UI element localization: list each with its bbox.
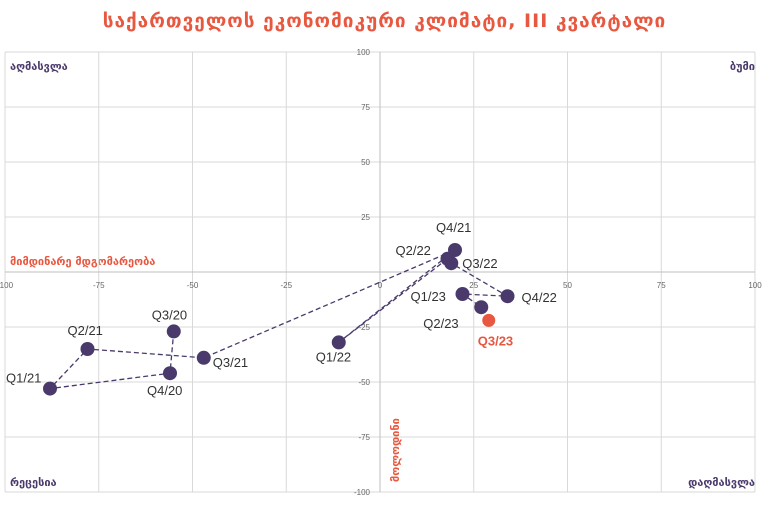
data-label: Q2/21 <box>68 323 103 338</box>
x-tick-label: 50 <box>563 281 572 290</box>
data-label: Q3/20 <box>152 307 187 322</box>
x-tick-label: -75 <box>93 281 105 290</box>
data-point <box>474 300 489 315</box>
data-point <box>448 243 462 257</box>
x-tick-label: 25 <box>469 281 478 290</box>
data-label: Q1/23 <box>411 289 446 304</box>
x-tick-label: -100 <box>0 281 14 290</box>
x-axis-label: მიმდინარე მდგომარეობა <box>10 255 156 268</box>
data-point <box>331 335 346 350</box>
data-point <box>500 289 515 304</box>
data-label: Q2/22 <box>396 243 431 258</box>
x-tick-label: 100 <box>748 281 762 290</box>
data-point <box>455 287 470 301</box>
y-tick-label: 50 <box>361 158 370 167</box>
data-point <box>163 366 177 381</box>
quadrant-label-top-left: აღმასვლა <box>10 60 68 73</box>
data-label: Q1/21 <box>6 371 41 386</box>
data-label: Q2/23 <box>423 316 458 331</box>
data-point <box>80 342 95 356</box>
y-tick-label: 100 <box>357 48 371 57</box>
data-label: Q3/22 <box>462 256 497 271</box>
y-tick-label: 25 <box>361 213 370 222</box>
y-tick-label: -25 <box>358 323 370 332</box>
data-point <box>444 256 459 271</box>
y-tick-label: -50 <box>358 378 370 387</box>
data-point <box>482 313 496 327</box>
y-tick-label: 75 <box>361 103 370 112</box>
data-label: Q4/20 <box>147 383 182 398</box>
x-tick-label: -50 <box>187 281 199 290</box>
chart-title: საქართველოს ეკონომიკური კლიმატი, III კვა… <box>102 10 667 32</box>
data-label: Q3/23 <box>478 333 513 348</box>
y-tick-label: -100 <box>354 488 371 497</box>
trajectory-line <box>48 249 508 390</box>
data-point <box>196 350 211 365</box>
data-label: Q3/21 <box>213 355 248 370</box>
quadrant-label-bottom-right: დაღმასვლა <box>688 476 755 489</box>
quadrant-label-bottom-left: რეცესია <box>10 476 57 489</box>
quadrant-label-top-right: ბუმი <box>729 60 755 73</box>
y-tick-label: -75 <box>358 433 370 442</box>
data-point <box>166 324 181 339</box>
data-label: Q1/22 <box>316 349 351 364</box>
data-label: Q4/21 <box>436 220 471 235</box>
x-tick-label: -25 <box>280 281 292 290</box>
data-point <box>43 381 57 396</box>
data-label: Q4/22 <box>522 290 557 305</box>
x-tick-label: 75 <box>657 281 666 290</box>
x-tick-label: 0 <box>378 281 383 290</box>
